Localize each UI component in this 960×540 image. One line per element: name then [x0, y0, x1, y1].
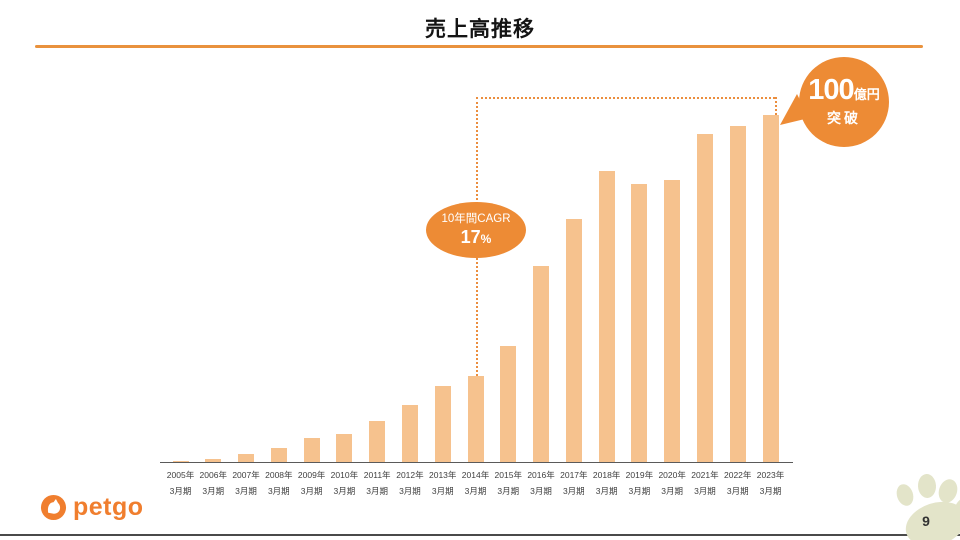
- petgo-logo: petgo: [40, 494, 144, 521]
- bar-2009年: [303, 438, 320, 462]
- bar-2015年: [500, 346, 517, 462]
- bar-2011年: [369, 421, 386, 462]
- petgo-logo-text: petgo: [73, 493, 144, 521]
- slide-bottom-border: [0, 534, 960, 536]
- sales-bar-chart: 2005年 3月期 2006年 3月期 2007年 3月期 2008年 3月期 2009年 3月期…: [160, 90, 793, 496]
- bar-2007年: [238, 454, 255, 462]
- x-axis-label: 2016年 3月期: [527, 470, 555, 497]
- cagr-dashed-line-right: [775, 97, 777, 115]
- paw-print-icon: [896, 474, 960, 540]
- bar-2016年: [533, 266, 550, 462]
- cagr-value: 17%: [460, 226, 492, 247]
- x-axis-label: 2021年 3月期: [691, 470, 719, 497]
- x-axis-label: 2005年 3月期: [166, 470, 195, 497]
- bar-2022年: [729, 126, 746, 462]
- bar-2014年: [467, 376, 484, 462]
- bar-2019年: [631, 184, 648, 462]
- x-axis-label: 2020年 3月期: [658, 470, 686, 497]
- x-axis-label: 2023年 3月期: [756, 470, 785, 497]
- title-underline: [35, 45, 923, 48]
- bar-2008年: [270, 448, 287, 462]
- bar-2006年: [205, 459, 222, 462]
- bar-2005年: [172, 461, 189, 462]
- bar-2013年: [434, 386, 451, 462]
- x-axis-label: 2007年 3月期: [232, 470, 260, 497]
- x-axis-label: 2018年 3月期: [592, 470, 621, 497]
- petgo-logo-icon: [40, 494, 67, 521]
- milestone-value: 100億円: [808, 74, 880, 106]
- x-axis-label: 2006年 3月期: [199, 470, 227, 497]
- cagr-callout: 10年間CAGR 17%: [426, 202, 526, 258]
- bar-2012年: [401, 405, 418, 462]
- x-axis-label: 2019年 3月期: [625, 470, 654, 497]
- x-axis-label: 2010年 3月期: [330, 470, 359, 497]
- bar-2020年: [664, 180, 681, 462]
- bar-2010年: [336, 434, 353, 462]
- x-axis-label: 2013年 3月期: [429, 470, 457, 497]
- cagr-dashed-line-top: [476, 97, 775, 99]
- x-axis-label: 2014年 3月期: [461, 470, 490, 497]
- bar-2018年: [598, 171, 615, 462]
- x-axis-label: 2008年 3月期: [265, 470, 293, 497]
- bar-2017年: [565, 219, 582, 462]
- x-axis-label: 2015年 3月期: [494, 470, 522, 497]
- milestone-badge: 100億円 突破: [799, 57, 889, 147]
- x-axis-label: 2017年 3月期: [560, 470, 588, 497]
- bar-2021年: [696, 134, 713, 462]
- bar-2023年: [762, 115, 779, 462]
- cagr-label: 10年間CAGR: [441, 212, 511, 225]
- x-axis-label: 2012年 3月期: [396, 470, 424, 497]
- page-number: 9: [922, 513, 930, 529]
- x-axis-label: 2009年 3月期: [297, 470, 326, 497]
- page-title: 売上高推移: [425, 18, 535, 41]
- x-axis-label: 2022年 3月期: [724, 470, 752, 497]
- milestone-caption: 突破: [827, 110, 861, 126]
- x-axis-label: 2011年 3月期: [363, 470, 391, 497]
